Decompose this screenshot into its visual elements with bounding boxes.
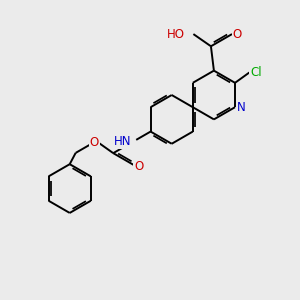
Text: O: O [90,136,99,149]
Text: HO: HO [167,28,184,40]
Text: O: O [233,28,242,40]
Text: Cl: Cl [250,66,262,79]
Text: HN: HN [114,135,131,148]
Text: O: O [134,160,143,173]
Text: N: N [237,101,246,114]
